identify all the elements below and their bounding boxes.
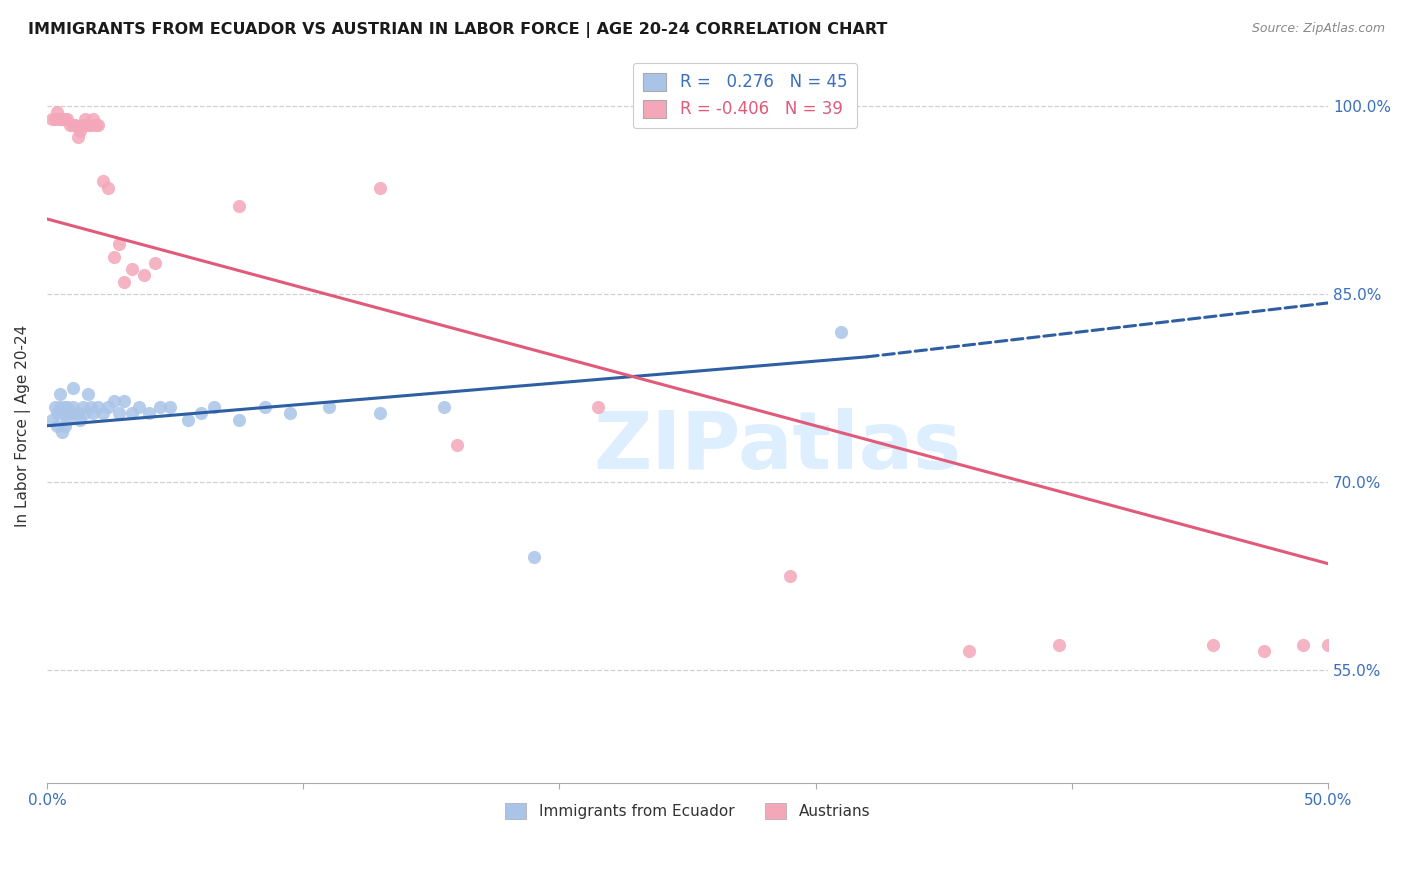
Point: [46, 406, 69, 420]
Point: [56, 400, 79, 414]
Point: [138, 406, 160, 420]
Point: [112, 393, 135, 408]
Point: [41, 412, 63, 426]
Point: [62, 400, 84, 414]
Point: [1253, 644, 1275, 658]
Point: [59, 406, 82, 420]
Point: [72, 118, 94, 132]
Point: [46, 105, 69, 120]
Point: [149, 400, 172, 414]
Point: [75, 112, 97, 126]
Point: [446, 437, 468, 451]
Point: [49, 387, 72, 401]
Point: [957, 644, 980, 658]
Point: [59, 118, 82, 132]
Point: [159, 400, 181, 414]
Point: [93, 406, 115, 420]
Point: [97, 400, 120, 414]
Point: [77, 387, 100, 401]
Point: [128, 400, 150, 414]
Point: [51, 112, 73, 126]
Point: [63, 118, 86, 132]
Point: [62, 381, 84, 395]
Point: [84, 118, 107, 132]
Point: [280, 406, 302, 420]
Point: [69, 124, 91, 138]
Point: [190, 406, 212, 420]
Point: [107, 406, 129, 420]
Point: [134, 268, 156, 283]
Point: [56, 112, 79, 126]
Point: [66, 406, 89, 420]
Point: [69, 412, 91, 426]
Point: [368, 406, 391, 420]
Point: [75, 406, 97, 420]
Point: [228, 199, 250, 213]
Point: [368, 180, 391, 194]
Point: [228, 412, 250, 426]
Point: [1291, 638, 1313, 652]
Point: [1202, 638, 1225, 652]
Point: [121, 262, 143, 277]
Legend: Immigrants from Ecuador, Austrians: Immigrants from Ecuador, Austrians: [499, 797, 876, 825]
Point: [143, 256, 166, 270]
Point: [121, 406, 143, 420]
Point: [433, 400, 456, 414]
Point: [49, 400, 72, 414]
Point: [1317, 638, 1340, 652]
Point: [53, 112, 76, 126]
Point: [66, 130, 89, 145]
Point: [830, 325, 852, 339]
Point: [49, 112, 72, 126]
Point: [1047, 638, 1070, 652]
Point: [77, 118, 100, 132]
Point: [41, 112, 63, 126]
Point: [44, 400, 66, 414]
Point: [523, 550, 546, 565]
Point: [586, 400, 609, 414]
Text: ZIPatlas: ZIPatlas: [593, 409, 962, 486]
Point: [82, 112, 104, 126]
Point: [51, 425, 73, 439]
Point: [107, 237, 129, 252]
Point: [53, 418, 76, 433]
Point: [46, 418, 69, 433]
Point: [202, 400, 225, 414]
Point: [63, 406, 86, 420]
Point: [51, 406, 73, 420]
Point: [82, 406, 104, 420]
Point: [253, 400, 276, 414]
Point: [51, 112, 73, 126]
Point: [44, 112, 66, 126]
Point: [93, 174, 115, 188]
Text: IMMIGRANTS FROM ECUADOR VS AUSTRIAN IN LABOR FORCE | AGE 20-24 CORRELATION CHART: IMMIGRANTS FROM ECUADOR VS AUSTRIAN IN L…: [28, 22, 887, 38]
Y-axis label: In Labor Force | Age 20-24: In Labor Force | Age 20-24: [15, 325, 31, 527]
Text: Source: ZipAtlas.com: Source: ZipAtlas.com: [1251, 22, 1385, 36]
Point: [53, 400, 76, 414]
Point: [103, 393, 125, 408]
Point: [112, 275, 135, 289]
Point: [79, 400, 101, 414]
Point: [87, 400, 110, 414]
Point: [87, 118, 110, 132]
Point: [62, 118, 84, 132]
Point: [72, 400, 94, 414]
Point: [779, 569, 801, 583]
Point: [177, 412, 200, 426]
Point: [97, 180, 120, 194]
Point: [56, 412, 79, 426]
Point: [79, 118, 101, 132]
Point: [318, 400, 340, 414]
Point: [103, 250, 125, 264]
